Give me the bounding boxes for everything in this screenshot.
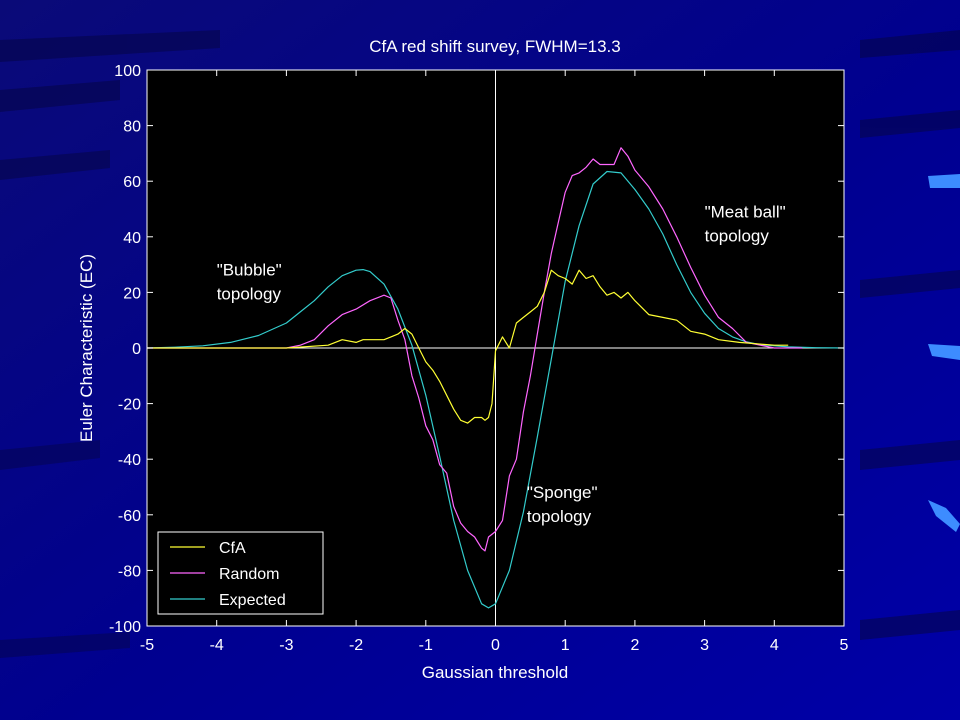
x-tick-label: 3	[700, 637, 709, 654]
x-tick-label: 1	[561, 637, 570, 654]
x-tick-label: 5	[840, 637, 849, 654]
x-tick-label: 0	[491, 637, 500, 654]
y-axis: 100 80 60 40 20 0 -20 -40 -60 -80 -100	[109, 63, 844, 636]
series-line-expected	[146, 170, 845, 609]
background-stripes	[0, 30, 960, 658]
annotation-text: topology	[705, 226, 770, 245]
y-axis-label: Euler Characteristic (EC)	[77, 254, 96, 442]
x-tick-label: -1	[419, 637, 433, 654]
annotation-text: topology	[527, 507, 592, 526]
x-axis: -5 -4 -3 -2 -1 0 1 2 3 4 5	[140, 70, 849, 654]
y-tick-label: 40	[123, 230, 141, 247]
y-tick-label: -80	[118, 563, 141, 580]
edge-highlights	[928, 174, 960, 532]
y-tick-label: 100	[114, 63, 141, 80]
annotation-text: "Bubble"	[217, 261, 282, 280]
x-tick-label: 4	[770, 637, 779, 654]
y-tick-label: 0	[132, 341, 141, 358]
x-tick-label: -5	[140, 637, 154, 654]
y-tick-label: -60	[118, 508, 141, 525]
legend: CfA Random Expected	[157, 531, 324, 615]
y-tick-label: -100	[109, 619, 141, 636]
x-axis-label: Gaussian threshold	[422, 663, 568, 682]
y-tick-label: -20	[118, 397, 141, 414]
series-line-random	[147, 147, 803, 552]
legend-label: Random	[219, 566, 279, 583]
y-tick-label: 80	[123, 119, 141, 136]
y-tick-label: 60	[123, 174, 141, 191]
y-tick-label: 20	[123, 285, 141, 302]
annotations: "Bubble" topology "Sponge" topology "Meat ba…	[217, 202, 786, 526]
legend-label: Expected	[219, 592, 286, 609]
annotation-text: "Meat ball"	[705, 202, 786, 221]
legend-label: CfA	[219, 540, 246, 557]
y-tick-label: -40	[118, 452, 141, 469]
chart-title: CfA red shift survey, FWHM=13.3	[369, 37, 620, 56]
x-tick-label: -4	[210, 637, 224, 654]
x-tick-label: 2	[630, 637, 639, 654]
series-layer	[146, 147, 845, 609]
x-tick-label: -3	[279, 637, 293, 654]
annotation-text: "Sponge"	[527, 483, 598, 502]
annotation-text: topology	[217, 285, 282, 304]
x-tick-label: -2	[349, 637, 363, 654]
series-line-cfa	[147, 269, 789, 424]
